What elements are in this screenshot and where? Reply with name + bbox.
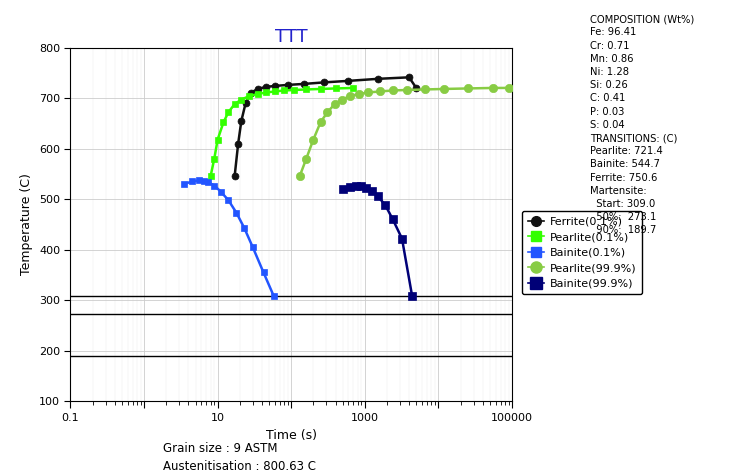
Bainite(0.1%) [240,225,249,231]
Pearlite(99.9%) [338,97,347,103]
Pearlite(0.1%) [253,91,262,97]
Pearlite(0.1%) [290,87,299,93]
Pearlite(99.9%) [488,85,497,91]
Ferrite(0.1%) [241,100,250,106]
Pearlite(0.1%) [302,86,311,92]
Bainite(99.9%) [357,183,366,189]
Bainite(99.9%) [381,202,390,208]
Line: Pearlite(99.9%): Pearlite(99.9%) [295,84,513,180]
Ferrite(0.1%) [404,75,413,80]
Pearlite(0.1%) [349,85,358,91]
Bainite(0.1%) [200,178,209,184]
Pearlite(99.9%) [364,90,372,95]
Pearlite(99.9%) [295,173,304,179]
Bainite(99.9%) [338,186,347,192]
Bainite(0.1%) [269,294,278,299]
Pearlite(0.1%) [245,93,254,99]
Line: Bainite(99.9%): Bainite(99.9%) [338,181,416,300]
Bainite(0.1%) [188,179,197,184]
X-axis label: Time (s): Time (s) [266,429,317,442]
Pearlite(99.9%) [323,109,332,115]
Pearlite(0.1%) [213,137,222,142]
Pearlite(0.1%) [206,173,215,179]
Line: Ferrite(0.1%): Ferrite(0.1%) [232,74,420,180]
Bainite(0.1%) [232,210,241,216]
Pearlite(99.9%) [375,89,384,95]
Ferrite(0.1%) [412,85,421,91]
Pearlite(99.9%) [388,87,397,93]
Ferrite(0.1%) [344,78,353,84]
Bainite(0.1%) [210,183,219,189]
Pearlite(99.9%) [463,86,472,91]
Pearlite(99.9%) [302,156,311,162]
Bainite(99.9%) [398,236,407,241]
Pearlite(0.1%) [219,120,228,125]
Bainite(99.9%) [351,183,360,189]
Line: Pearlite(0.1%): Pearlite(0.1%) [207,85,357,180]
Bainite(0.1%) [216,189,225,194]
Ferrite(0.1%) [261,84,270,90]
Pearlite(99.9%) [440,86,449,92]
Bainite(99.9%) [362,185,371,190]
Bainite(0.1%) [259,270,268,275]
Legend: Ferrite(0.1%), Pearlite(0.1%), Bainite(0.1%), Pearlite(99.9%), Bainite(99.9%): Ferrite(0.1%), Pearlite(0.1%), Bainite(0… [522,211,642,294]
Ferrite(0.1%) [320,79,329,85]
Bainite(0.1%) [224,197,233,203]
Ferrite(0.1%) [283,82,292,88]
Ferrite(0.1%) [373,76,382,82]
Ferrite(0.1%) [234,141,243,146]
Ferrite(0.1%) [253,86,262,92]
Pearlite(0.1%) [224,109,233,115]
Ferrite(0.1%) [230,173,239,179]
Bainite(99.9%) [367,188,376,193]
Bainite(99.9%) [388,217,397,222]
Line: Bainite(0.1%): Bainite(0.1%) [180,177,278,300]
Bainite(99.9%) [407,294,416,299]
Text: Grain size : 9 ASTM
Austenitisation : 800.63 C: Grain size : 9 ASTM Austenitisation : 80… [163,442,316,473]
Bainite(0.1%) [204,180,213,185]
Bainite(0.1%) [180,181,188,187]
Pearlite(0.1%) [230,101,239,107]
Pearlite(0.1%) [261,90,270,95]
Bainite(0.1%) [194,178,203,183]
Bainite(99.9%) [373,193,382,199]
Pearlite(99.9%) [346,93,355,99]
Ferrite(0.1%) [270,83,279,89]
Pearlite(0.1%) [316,86,325,92]
Ferrite(0.1%) [300,81,309,87]
Pearlite(99.9%) [504,85,513,91]
Pearlite(0.1%) [270,89,279,95]
Pearlite(99.9%) [403,87,412,93]
Pearlite(99.9%) [316,120,325,125]
Pearlite(99.9%) [330,101,339,107]
Bainite(0.1%) [249,244,257,250]
Pearlite(0.1%) [237,97,246,103]
Pearlite(0.1%) [280,87,289,93]
Y-axis label: Temperature (C): Temperature (C) [20,173,33,276]
Pearlite(99.9%) [309,137,318,142]
Text: COMPOSITION (Wt%)
Fe: 96.41
Cr: 0.71
Mn: 0.86
Ni: 1.28
Si: 0.26
C: 0.41
P: 0.03
: COMPOSITION (Wt%) Fe: 96.41 Cr: 0.71 Mn:… [590,14,694,236]
Pearlite(99.9%) [355,91,364,97]
Ferrite(0.1%) [237,118,246,124]
Pearlite(0.1%) [210,156,219,162]
Pearlite(0.1%) [331,86,340,91]
Title: TTT: TTT [275,28,307,46]
Ferrite(0.1%) [246,90,255,96]
Pearlite(99.9%) [420,86,429,92]
Bainite(99.9%) [345,184,354,190]
